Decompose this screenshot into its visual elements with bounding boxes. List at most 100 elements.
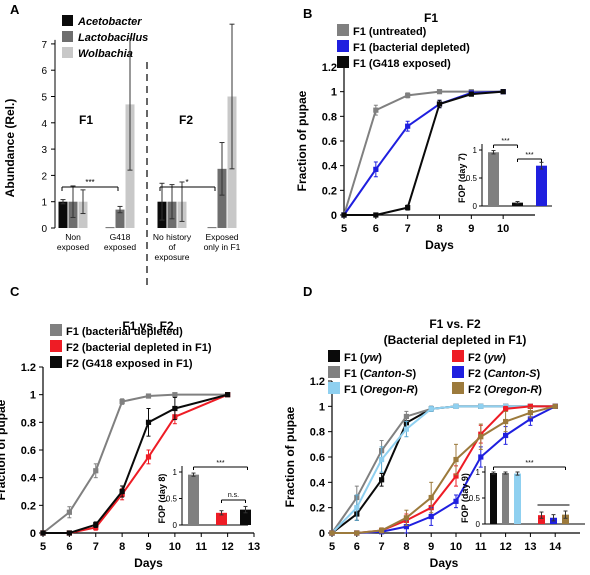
x-tick-label: 6 — [66, 541, 72, 553]
x-tick-label: 10 — [450, 541, 462, 553]
data-point — [379, 456, 385, 463]
x-axis-label: Days — [430, 556, 459, 570]
x-tick-label: 5 — [40, 541, 46, 553]
data-point — [436, 89, 443, 95]
group-label-f1: F1 — [79, 113, 93, 127]
category-label: No history — [153, 232, 192, 242]
data-point — [341, 212, 347, 218]
category-label: exposed — [57, 242, 89, 252]
legend-text-part: ) — [378, 352, 382, 364]
panel-letter-a: A — [10, 2, 20, 17]
legend-swatch — [337, 56, 349, 68]
legend-text-part: yw — [363, 352, 380, 364]
significance-marker: *** — [501, 138, 509, 145]
legend-swatch — [452, 366, 464, 378]
y-tick-label: 2 — [41, 171, 47, 182]
legend-text-part: ) — [414, 384, 418, 396]
panel-c-inset: 0 0.5 1 FOP (day 8) *** n.s. — [157, 460, 252, 530]
panel-d-chart: 00.20.40.60.811.25 6 7 8 9 10 11 12 13 14DaysFrac… — [283, 317, 580, 570]
inset-y-tick-label: 0 — [173, 521, 178, 530]
x-axis-label: Days — [134, 556, 163, 570]
data-point — [453, 473, 459, 479]
x-tick-label: 5 — [341, 223, 347, 235]
y-tick-label: 1.2 — [21, 362, 36, 374]
x-tick-label: 9 — [468, 223, 474, 235]
legend-text-part: F2 ( — [468, 352, 488, 364]
data-point — [93, 522, 99, 528]
legend-swatch — [328, 350, 340, 362]
inset-y-label: FOP (day 7) — [457, 153, 467, 203]
legend-text-part: F2 ( — [468, 384, 488, 396]
data-point — [119, 398, 125, 405]
data-point — [527, 416, 533, 422]
category-label: only in F1 — [204, 242, 241, 252]
x-tick-label: 8 — [403, 541, 409, 553]
inset-y-tick-label: 0.5 — [469, 494, 481, 503]
legend-text-part: Oregon-R — [364, 384, 415, 396]
data-point — [500, 89, 506, 95]
legend-label: F2 (Canton-S) — [468, 368, 540, 380]
data-point — [503, 406, 509, 412]
data-point — [373, 107, 379, 113]
y-tick-label: 4 — [41, 119, 47, 130]
legend-swatch — [50, 324, 62, 336]
legend-label: F1 (yw) — [344, 352, 382, 364]
inset-bar — [538, 515, 545, 524]
data-point — [93, 468, 99, 474]
y-tick-label: 0.6 — [21, 445, 36, 457]
data-point — [145, 419, 152, 425]
significance-marker: *** — [85, 178, 94, 187]
legend-label: Wolbachia — [78, 48, 133, 60]
x-tick-label: 10 — [497, 223, 509, 235]
legend-label: F2 (G418 exposed in F1) — [66, 358, 193, 370]
panel-letter-d: D — [303, 284, 312, 299]
data-point — [503, 432, 509, 439]
data-point — [503, 418, 509, 425]
data-point — [145, 393, 152, 399]
legend-text-part: ) — [412, 368, 416, 380]
inset-bar — [502, 473, 509, 524]
legend-text-part: F1 ( — [344, 352, 364, 364]
legend-label: F1 (Canton-S) — [344, 368, 416, 380]
inset-y-tick-label: 0.5 — [166, 495, 178, 504]
data-point — [403, 524, 409, 530]
data-point — [453, 498, 459, 504]
inset-background — [483, 460, 589, 528]
y-tick-label: 1 — [319, 401, 325, 413]
x-tick-label: 13 — [248, 541, 260, 553]
inset-y-tick-label: 0.5 — [466, 174, 478, 183]
data-point — [172, 405, 178, 412]
x-tick-label: 11 — [475, 541, 487, 553]
legend-swatch — [50, 356, 62, 368]
y-tick-label: 0.8 — [310, 427, 325, 439]
y-tick-label: 0.4 — [322, 161, 338, 173]
y-axis-label: Fraction of pupae — [283, 406, 297, 507]
bar — [58, 201, 68, 228]
inset-y-tick-label: 1 — [173, 468, 178, 477]
series-line — [343, 90, 504, 216]
bar — [105, 227, 115, 229]
chart-subtitle: (Bacterial depleted in F1) — [384, 333, 527, 347]
y-tick-label: 0 — [41, 224, 47, 235]
x-tick-label: 5 — [329, 541, 335, 553]
y-tick-label: 0.2 — [310, 503, 325, 515]
data-point — [405, 92, 411, 98]
data-point — [428, 406, 434, 412]
legend-text-part: Canton-S — [488, 368, 538, 380]
chart-title: F1 vs. F2 — [122, 319, 174, 333]
category-label: Non — [65, 232, 81, 242]
data-point — [66, 530, 72, 536]
legend-text-part: F1 ( — [344, 384, 364, 396]
panel-c-chart: 00.20.40.60.811.25 6 7 8 9 10 11 12 13DaysFracti… — [0, 319, 260, 570]
data-point — [478, 403, 484, 409]
bar — [217, 168, 227, 228]
x-tick-label: 13 — [524, 541, 536, 553]
significance-marker: *** — [216, 460, 224, 467]
legend-text-part: F2 ( — [468, 368, 488, 380]
chart-title: F1 vs. F2 — [429, 317, 481, 331]
data-point — [329, 530, 335, 536]
x-tick-label: 9 — [145, 541, 151, 553]
inset-y-label: FOP (day 8) — [157, 474, 167, 524]
data-point — [453, 456, 459, 463]
data-point — [428, 494, 434, 501]
